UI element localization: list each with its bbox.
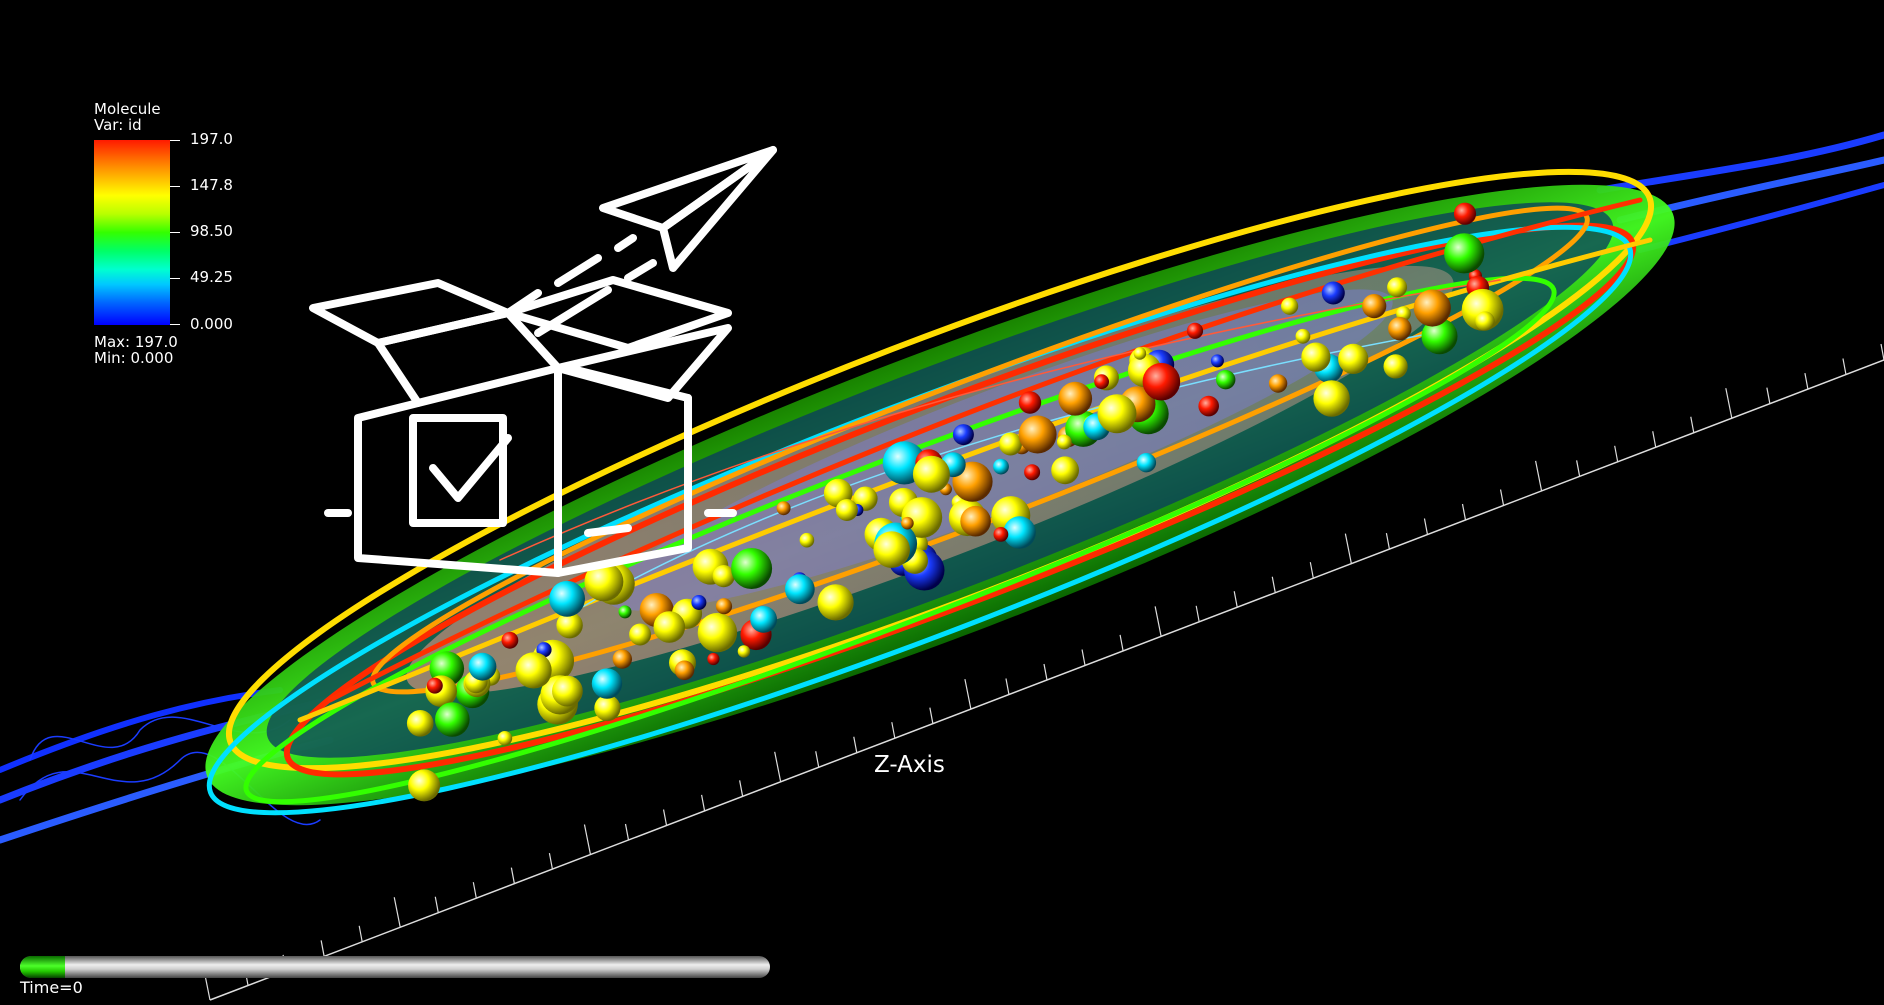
molecule-sphere (776, 501, 791, 516)
molecule-sphere (799, 532, 815, 548)
molecule-sphere (1453, 202, 1477, 225)
molecule-sphere (1097, 394, 1137, 434)
molecule-sphere (501, 631, 519, 649)
molecule-sphere (1018, 391, 1042, 414)
molecule-sphere (1383, 354, 1408, 379)
molecule-sphere (873, 531, 910, 568)
molecule-sphere (1003, 516, 1036, 549)
molecule-sphere (750, 606, 777, 633)
molecule-sphere (1094, 374, 1109, 390)
molecule-sphere (549, 580, 585, 617)
molecule-sphere (1388, 317, 1412, 341)
molecule-sphere (1133, 347, 1147, 360)
molecule-sphere (993, 527, 1009, 542)
molecule-sphere (552, 675, 583, 707)
legend-tick-label: 147.8 (190, 176, 233, 194)
molecule-sphere (1056, 434, 1072, 450)
legend-title-name: Molecule (94, 100, 161, 118)
molecule-sphere (629, 623, 652, 646)
package-check-paper-plane-icon (309, 146, 777, 577)
molecule-sphere (515, 652, 552, 689)
molecule-sphere (1142, 362, 1181, 401)
molecule-sphere (1421, 318, 1458, 355)
molecule-sphere (674, 660, 695, 681)
molecule-sphere (707, 652, 720, 666)
legend-tick-label: 0.000 (190, 315, 233, 333)
molecule-sphere (999, 432, 1022, 456)
molecule-sphere (1051, 456, 1079, 485)
legend-tick (170, 324, 180, 325)
molecule-sphere (1338, 343, 1369, 374)
legend-title: Molecule Var: id (94, 101, 161, 133)
molecule-sphere (901, 516, 914, 530)
molecule-spheres (406, 202, 1504, 802)
molecule-sphere (1313, 380, 1350, 417)
molecule-sphere (1475, 311, 1495, 331)
molecule-sphere (1058, 381, 1093, 416)
molecule-sphere (1216, 370, 1236, 390)
time-slider-progress (20, 956, 65, 978)
molecule-sphere (1301, 342, 1331, 372)
molecule-sphere (653, 611, 686, 643)
molecule-sphere (1281, 297, 1299, 315)
time-label: Time=0 (20, 978, 83, 997)
molecule-sphere (715, 598, 733, 615)
z-axis (203, 343, 1884, 1001)
time-slider[interactable] (20, 956, 770, 978)
molecule-sphere (435, 702, 470, 737)
molecule-sphere (406, 710, 434, 737)
molecule-sphere (1136, 453, 1157, 473)
molecule-sphere (1268, 374, 1288, 393)
legend-tick (170, 278, 180, 279)
molecule-sphere (960, 505, 991, 537)
molecule-sphere (691, 595, 707, 610)
molecule-sphere (612, 649, 632, 669)
molecule-sphere (1210, 354, 1224, 368)
legend-tick-label: 49.25 (190, 268, 233, 286)
molecule-sphere (1198, 395, 1219, 417)
molecule-sphere (993, 458, 1009, 475)
molecule-sphere (1024, 464, 1041, 481)
molecule-sphere (697, 612, 738, 653)
molecule-sphere (408, 769, 441, 802)
molecule-sphere (468, 652, 497, 681)
legend-tick-label: 98.50 (190, 222, 233, 240)
molecule-sphere (556, 612, 583, 639)
z-axis-label: Z-Axis (874, 752, 945, 778)
molecule-sphere (731, 548, 773, 589)
legend-tick-label: 197.0 (190, 130, 233, 148)
molecule-sphere (1321, 281, 1345, 305)
molecule-sphere (497, 731, 513, 746)
molecule-sphere (1186, 322, 1204, 339)
molecule-sphere (835, 499, 858, 521)
molecule-sphere (536, 642, 552, 658)
molecule-sphere (817, 584, 854, 621)
molecule-sphere (952, 424, 974, 446)
legend-tick (170, 186, 180, 187)
color-legend-bar (94, 140, 170, 325)
molecule-sphere (712, 565, 735, 588)
molecule-sphere (618, 605, 632, 619)
molecule-sphere (426, 677, 443, 694)
legend-max: Max: 197.0 (94, 333, 178, 351)
molecule-sphere (1413, 289, 1451, 327)
molecule-sphere (591, 668, 623, 699)
molecule-sphere (584, 562, 624, 602)
legend-tick (170, 232, 180, 233)
legend-tick (170, 140, 180, 141)
legend-title-var: Var: id (94, 116, 142, 134)
legend-min: Min: 0.000 (94, 349, 174, 367)
molecule-sphere (594, 694, 621, 722)
molecule-sphere (737, 645, 751, 658)
molecule-sphere (1362, 294, 1387, 319)
molecule-sphere (784, 574, 815, 605)
molecule-sphere (912, 455, 950, 493)
molecule-sphere (1387, 277, 1408, 298)
molecule-sphere (1444, 233, 1485, 274)
molecule-sphere (1018, 415, 1057, 454)
molecule-sphere (1295, 328, 1311, 344)
